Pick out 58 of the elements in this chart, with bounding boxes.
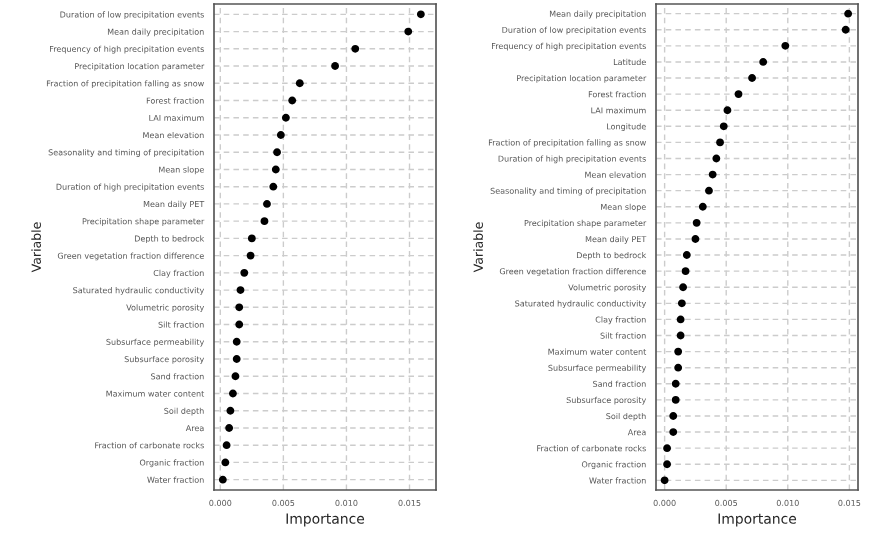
point (669, 428, 678, 436)
point (269, 182, 278, 191)
point (281, 113, 290, 122)
point (247, 234, 256, 243)
point (723, 106, 732, 115)
point (226, 406, 235, 415)
point (677, 299, 686, 308)
point (708, 170, 717, 179)
point (781, 41, 790, 50)
point (681, 267, 690, 276)
point (663, 444, 672, 453)
point (263, 199, 271, 208)
point (671, 379, 680, 388)
point (240, 268, 249, 277)
point (674, 363, 683, 372)
point (759, 58, 768, 66)
point (225, 424, 234, 432)
point (698, 202, 707, 211)
point (218, 475, 227, 484)
point (295, 79, 304, 88)
point (660, 476, 669, 485)
point (734, 90, 743, 99)
point (232, 337, 241, 346)
point (748, 74, 756, 82)
point (273, 148, 281, 157)
point (221, 458, 230, 467)
point (691, 235, 700, 243)
point (676, 315, 685, 324)
point (235, 303, 244, 312)
point (222, 441, 231, 450)
point (682, 251, 691, 259)
point (663, 460, 672, 469)
point (841, 25, 850, 34)
point (844, 9, 853, 18)
point (276, 131, 285, 139)
point (232, 355, 241, 363)
point (669, 412, 678, 420)
point (692, 218, 701, 227)
point (404, 27, 413, 36)
point (235, 320, 244, 329)
point (236, 286, 245, 295)
point (288, 96, 297, 105)
point (228, 389, 237, 398)
point (716, 138, 724, 147)
point (712, 154, 721, 163)
point (416, 10, 425, 19)
point (260, 217, 269, 226)
point (271, 165, 280, 174)
point (231, 372, 240, 381)
point (246, 251, 255, 260)
point (331, 62, 340, 70)
point (671, 395, 680, 404)
point (679, 283, 688, 292)
point (351, 44, 360, 53)
point (705, 186, 713, 195)
point (676, 331, 685, 340)
point (719, 122, 728, 131)
point (674, 347, 683, 356)
